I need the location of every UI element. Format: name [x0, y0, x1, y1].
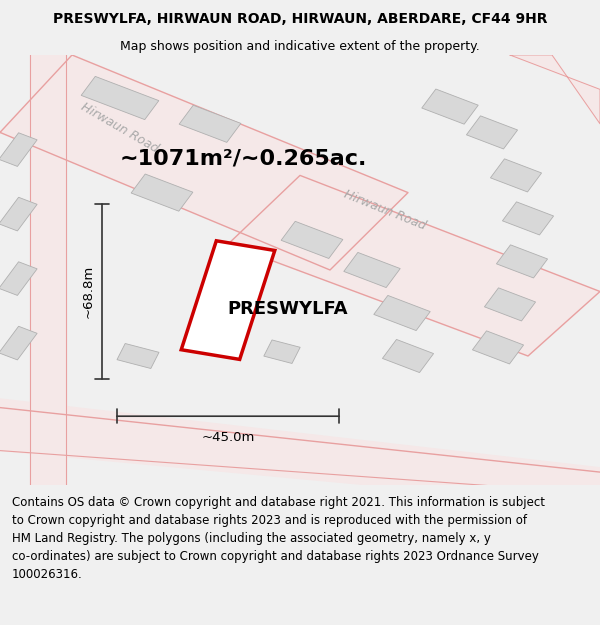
- Text: PRESWYLFA: PRESWYLFA: [228, 300, 348, 318]
- Polygon shape: [466, 116, 518, 149]
- Polygon shape: [181, 241, 275, 359]
- Text: Hirwaun Road: Hirwaun Road: [342, 188, 428, 232]
- Polygon shape: [374, 296, 430, 331]
- Polygon shape: [0, 132, 37, 166]
- Polygon shape: [0, 55, 408, 270]
- Polygon shape: [0, 326, 37, 360]
- Text: Contains OS data © Crown copyright and database right 2021. This information is : Contains OS data © Crown copyright and d…: [12, 496, 545, 581]
- Polygon shape: [228, 176, 600, 356]
- Polygon shape: [382, 339, 434, 372]
- Polygon shape: [0, 399, 600, 506]
- Polygon shape: [117, 344, 159, 369]
- Text: ~45.0m: ~45.0m: [202, 431, 254, 444]
- Text: Map shows position and indicative extent of the property.: Map shows position and indicative extent…: [120, 39, 480, 52]
- Polygon shape: [510, 55, 600, 124]
- Polygon shape: [344, 253, 400, 288]
- Polygon shape: [502, 202, 554, 235]
- Polygon shape: [0, 198, 37, 231]
- Polygon shape: [0, 262, 37, 296]
- Polygon shape: [281, 221, 343, 259]
- Polygon shape: [472, 331, 524, 364]
- Polygon shape: [490, 159, 542, 192]
- Text: ~68.8m: ~68.8m: [82, 265, 95, 318]
- Text: ~1071m²/~0.265ac.: ~1071m²/~0.265ac.: [120, 148, 367, 168]
- Polygon shape: [484, 288, 536, 321]
- Polygon shape: [81, 76, 159, 119]
- Polygon shape: [496, 245, 548, 278]
- Text: Hirwaun Road: Hirwaun Road: [78, 101, 160, 156]
- Polygon shape: [198, 322, 234, 346]
- Polygon shape: [264, 340, 300, 364]
- Polygon shape: [422, 89, 478, 124]
- Polygon shape: [30, 55, 66, 485]
- Text: PRESWYLFA, HIRWAUN ROAD, HIRWAUN, ABERDARE, CF44 9HR: PRESWYLFA, HIRWAUN ROAD, HIRWAUN, ABERDA…: [53, 12, 547, 26]
- Polygon shape: [179, 105, 241, 142]
- Polygon shape: [131, 174, 193, 211]
